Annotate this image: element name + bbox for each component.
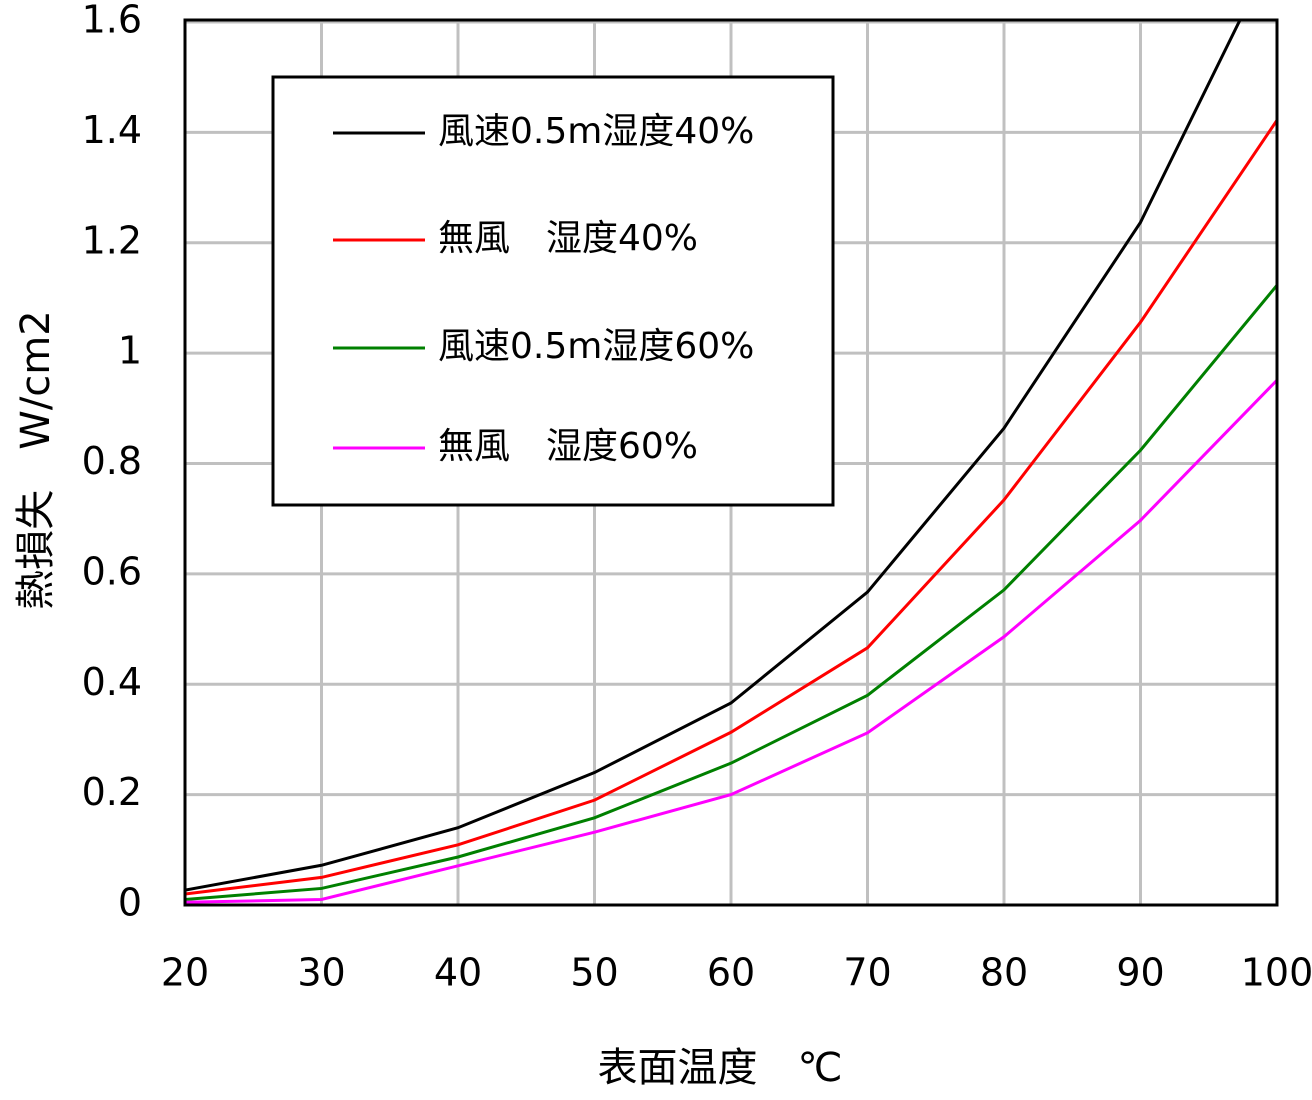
x-tick-label: 20 xyxy=(161,951,209,995)
lines xyxy=(185,20,1278,904)
x-tick-label: 50 xyxy=(570,951,618,995)
series-line xyxy=(185,20,1242,892)
legend-label: 無風 湿度60% xyxy=(438,426,698,467)
y-tick-label: 0.8 xyxy=(82,439,142,483)
x-tick-label: 60 xyxy=(707,951,755,995)
legend: 風速0.5m湿度40% 無風 湿度40% 風速0.5m湿度60% 無風 湿度60% xyxy=(333,111,754,467)
y-tick-label: 0.2 xyxy=(82,770,142,814)
labels: 0 0.2 0.4 0.6 0.8 1 1.2 1.4 1.6 20 30 40 50 60 70 80 90 1… xyxy=(82,0,1312,995)
plot-frame xyxy=(183,18,1279,907)
y-axis-label: 熱損失 W/cm2 xyxy=(13,310,59,609)
y-tick-label: 1.4 xyxy=(82,108,142,152)
x-tick-label: 40 xyxy=(434,951,482,995)
series-line xyxy=(185,379,1278,904)
y-tick-label: 0.6 xyxy=(82,549,142,593)
legend-label: 風速0.5m湿度40% xyxy=(438,111,754,152)
y-tick-label: 1.6 xyxy=(82,0,142,42)
x-tick-label: 90 xyxy=(1116,951,1164,995)
x-tick-label: 100 xyxy=(1241,951,1312,995)
legend-box xyxy=(271,75,835,507)
legend-label: 風速0.5m湿度60% xyxy=(438,326,754,367)
y-tick-label: 1 xyxy=(118,329,142,373)
x-tick-label: 70 xyxy=(843,951,891,995)
series-line xyxy=(185,119,1278,896)
x-axis-label: 表面温度 ℃ xyxy=(598,1045,843,1091)
series-line xyxy=(185,284,1278,901)
y-tick-label: 0 xyxy=(118,881,142,925)
legend-label: 無風 湿度40% xyxy=(438,218,698,259)
y-tick-label: 1.2 xyxy=(82,218,142,262)
y-tick-label: 0.4 xyxy=(82,660,142,704)
x-tick-label: 30 xyxy=(297,951,345,995)
x-tick-label: 80 xyxy=(980,951,1028,995)
